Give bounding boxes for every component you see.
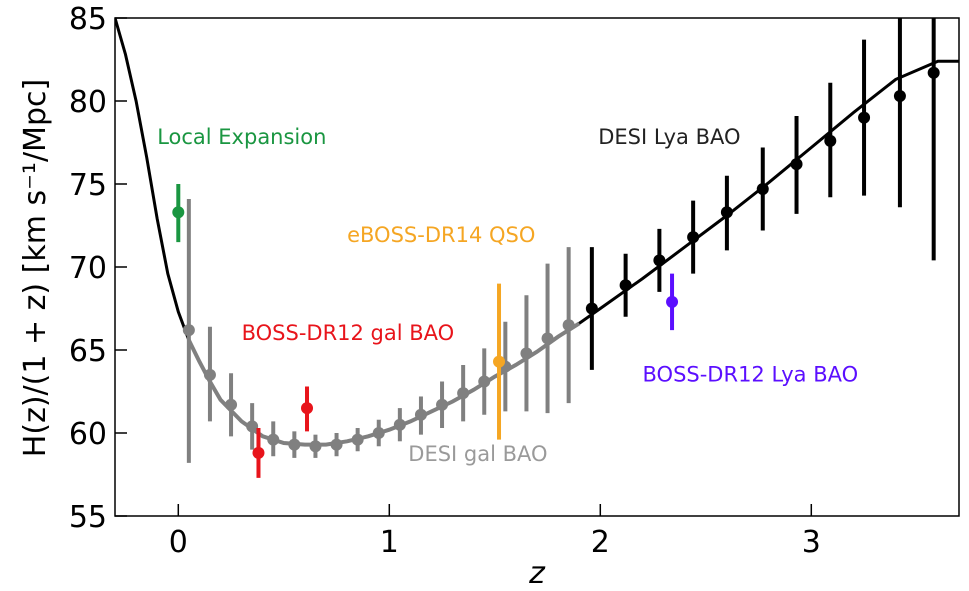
data-point-desi-lya-bao-5 — [756, 182, 769, 195]
x-tick-label-0: 0 — [169, 525, 188, 560]
data-point-desi-gal-bao-9 — [372, 427, 385, 439]
series-eboss-dr14-qso — [493, 283, 506, 440]
series-boss-dr12-gal-bao — [252, 386, 314, 478]
data-point-desi-lya-bao-7 — [824, 134, 837, 147]
data-point-desi-lya-bao-10 — [927, 66, 940, 79]
data-point-desi-gal-bao-6 — [309, 440, 322, 453]
data-point-desi-gal-bao-2 — [225, 398, 238, 411]
data-point-desi-gal-bao-4 — [267, 433, 280, 446]
y-axis-label: H(z)/(1 + z) [km s⁻¹/Mpc] — [18, 79, 53, 457]
data-point-boss-dr12-lya-bao-0 — [666, 295, 679, 308]
data-point-desi-lya-bao-1 — [619, 279, 632, 292]
y-tick-label-80: 80 — [69, 85, 107, 120]
data-point-desi-lya-bao-0 — [585, 302, 598, 315]
data-point-desi-gal-bao-8 — [351, 433, 364, 446]
x-tick-label-3: 3 — [802, 525, 821, 560]
data-point-desi-lya-bao-9 — [893, 90, 906, 103]
data-point-desi-gal-bao-1 — [203, 368, 216, 381]
annotation-boss-dr12-lya-bao: BOSS-DR12 Lya BAO — [643, 363, 859, 387]
data-point-desi-lya-bao-4 — [720, 206, 733, 219]
x-tick-label-2: 2 — [591, 525, 610, 560]
data-point-desi-gal-bao-14 — [478, 375, 491, 388]
data-point-desi-gal-bao-18 — [562, 319, 575, 332]
data-point-eboss-dr14-qso-0 — [493, 355, 506, 368]
data-point-boss-dr12-gal-bao-1 — [301, 402, 314, 415]
annotation-local-expansion: Local Expansion — [157, 125, 326, 149]
series-boss-dr12-lya-bao — [666, 273, 679, 331]
y-tick-label-55: 55 — [69, 500, 107, 535]
series-local-expansion — [172, 184, 185, 243]
data-point-desi-lya-bao-6 — [790, 158, 803, 171]
data-points-layer — [172, 18, 940, 478]
annotation-eboss-dr14-qso: eBOSS-DR14 QSO — [347, 223, 535, 247]
x-tick-label-1: 1 — [380, 525, 399, 560]
data-point-desi-gal-bao-11 — [414, 408, 427, 421]
annotation-layer: Local Expansion DESI Lya BAO eBOSS-DR14 QS… — [157, 125, 858, 466]
data-point-desi-gal-bao-17 — [541, 332, 554, 345]
annotation-desi-gal-bao: DESI gal BAO — [408, 442, 547, 466]
y-tick-label-60: 60 — [69, 417, 107, 452]
data-point-local-expansion-0 — [172, 206, 185, 219]
data-point-desi-gal-bao-0 — [182, 324, 195, 337]
data-point-desi-gal-bao-3 — [246, 420, 259, 433]
data-point-desi-gal-bao-13 — [457, 387, 470, 400]
axes-layer: 0 1 2 3 55 60 65 70 75 80 85 — [69, 2, 960, 560]
data-point-desi-gal-bao-10 — [393, 418, 406, 431]
data-point-desi-lya-bao-2 — [653, 254, 666, 267]
data-point-boss-dr12-gal-bao-0 — [252, 446, 265, 459]
data-point-desi-lya-bao-3 — [687, 231, 700, 244]
series-desi-gal-bao — [182, 198, 575, 463]
data-point-desi-gal-bao-12 — [436, 398, 449, 411]
y-tick-label-65: 65 — [69, 334, 107, 369]
data-point-desi-gal-bao-16 — [520, 347, 533, 360]
y-tick-label-75: 75 — [69, 168, 107, 203]
annotation-desi-lya-bao: DESI Lya BAO — [598, 125, 740, 149]
data-point-desi-gal-bao-7 — [330, 438, 343, 451]
y-tick-label-70: 70 — [69, 251, 107, 286]
data-point-desi-lya-bao-8 — [858, 111, 871, 124]
y-tick-label-85: 85 — [69, 2, 107, 37]
x-axis-label: z — [528, 556, 546, 591]
series-desi-lya-bao — [585, 18, 940, 370]
data-point-desi-gal-bao-5 — [288, 438, 301, 451]
annotation-boss-dr12-gal-bao: BOSS-DR12 gal BAO — [242, 321, 455, 345]
